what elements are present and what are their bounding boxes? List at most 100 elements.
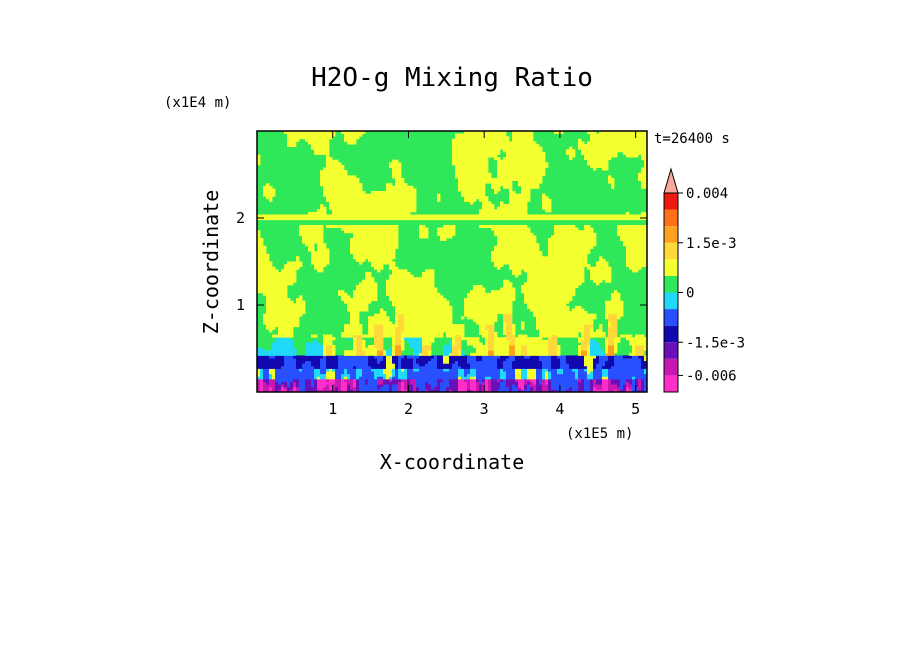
field-cell [380, 248, 384, 252]
field-cell [491, 378, 495, 382]
field-cell [614, 295, 618, 299]
field-cell [311, 350, 315, 354]
field-cell [332, 384, 336, 388]
field-cell [275, 355, 279, 359]
field-cell [545, 363, 549, 367]
field-cell [464, 358, 468, 362]
field-cell [563, 251, 567, 255]
field-cell [329, 334, 333, 338]
field-cell [398, 368, 402, 372]
field-cell [533, 261, 537, 265]
field-cell [563, 355, 567, 359]
field-cell [350, 238, 354, 242]
field-cell [641, 251, 645, 255]
field-cell [281, 295, 285, 299]
field-cell [461, 355, 465, 359]
field-cell [377, 245, 381, 249]
field-cell [446, 329, 450, 333]
field-cell [539, 360, 543, 364]
field-cell [434, 371, 438, 375]
field-cell [311, 371, 315, 375]
field-cell [572, 318, 576, 322]
field-cell [590, 271, 594, 275]
field-cell [599, 347, 603, 351]
field-cell [275, 358, 279, 362]
field-cell [509, 360, 513, 364]
field-cell [605, 266, 609, 270]
field-cell [584, 384, 588, 388]
field-cell [368, 355, 372, 359]
field-cell [590, 371, 594, 375]
field-cell [365, 371, 369, 375]
field-cell [398, 337, 402, 341]
field-cell [572, 360, 576, 364]
field-cell [578, 389, 582, 392]
field-cell [266, 303, 270, 307]
field-cell [269, 290, 273, 294]
field-cell [266, 284, 270, 288]
field-cell [410, 381, 414, 385]
field-cell [272, 303, 276, 307]
field-cell [293, 274, 297, 278]
field-cell [536, 381, 540, 385]
field-cell [488, 347, 492, 351]
field-cell [368, 245, 372, 249]
field-cell [401, 384, 405, 388]
field-cell [440, 305, 444, 309]
field-cell [383, 240, 387, 244]
field-cell [398, 303, 402, 307]
field-cell [587, 345, 591, 349]
field-cell [557, 358, 561, 362]
field-cell [398, 376, 402, 380]
field-cell [527, 253, 531, 257]
field-cell [296, 261, 300, 265]
field-cell [515, 266, 519, 270]
field-cell [383, 355, 387, 359]
field-cell [365, 277, 369, 281]
field-cell [632, 373, 636, 377]
field-cell [293, 373, 297, 377]
field-cell [398, 345, 402, 349]
field-cell [503, 298, 507, 302]
field-cell [377, 240, 381, 244]
field-cell [269, 269, 273, 273]
field-cell [578, 274, 582, 278]
field-cell [563, 305, 567, 309]
field-cell [320, 238, 324, 242]
field-cell [593, 384, 597, 388]
field-cell [497, 295, 501, 299]
field-cell [392, 264, 396, 268]
field-cell [536, 345, 540, 349]
field-cell [629, 240, 633, 244]
field-cell [503, 331, 507, 335]
field-cell [434, 316, 438, 320]
field-cell [512, 378, 516, 382]
field-cell [395, 238, 399, 242]
field-cell [266, 300, 270, 304]
field-cell [458, 324, 462, 328]
field-cell [359, 334, 363, 338]
field-cell [380, 355, 384, 359]
field-cell [635, 339, 639, 343]
field-cell [551, 355, 555, 359]
field-cell [437, 326, 441, 330]
field-cell [617, 363, 621, 367]
field-cell [614, 368, 618, 372]
field-cell [599, 274, 603, 278]
field-cell [497, 389, 501, 392]
field-cell [356, 355, 360, 359]
field-cell [425, 376, 429, 380]
field-cell [635, 261, 639, 265]
field-cell [560, 243, 564, 247]
field-cell [380, 326, 384, 330]
field-cell [284, 381, 288, 385]
field-cell [314, 253, 318, 257]
field-cell [374, 345, 378, 349]
field-cell [413, 342, 417, 346]
field-cell [470, 368, 474, 372]
field-cell [425, 360, 429, 364]
field-cell [365, 298, 369, 302]
field-cell [467, 371, 471, 375]
field-cell [392, 295, 396, 299]
field-cell [347, 363, 351, 367]
